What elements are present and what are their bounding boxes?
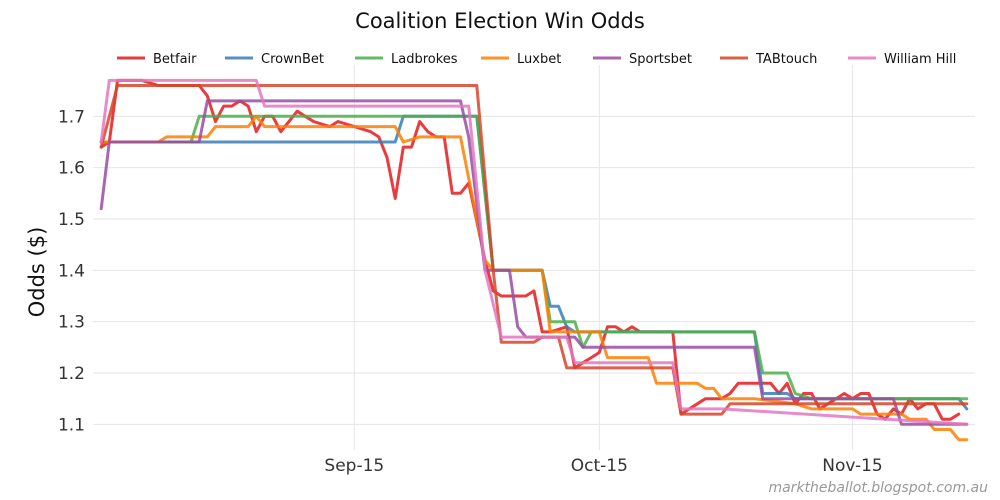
- y-tick-label: 1.2: [58, 364, 85, 384]
- legend-label: Betfair: [153, 52, 197, 67]
- x-tick-label: Nov-15: [822, 456, 883, 476]
- series-line-william-hill: [99, 78, 969, 426]
- series-group: [99, 78, 969, 442]
- chart-title: Coalition Election Win Odds: [355, 9, 645, 33]
- legend-label: Ladbrokes: [391, 52, 458, 67]
- series-line-sportsbet: [99, 99, 969, 426]
- grid: [93, 65, 975, 450]
- legend-label: CrownBet: [261, 52, 324, 67]
- legend-item-tabtouch: TABtouch: [720, 52, 817, 67]
- legend-item-sportsbet: Sportsbet: [593, 52, 692, 67]
- y-tick-label: 1.5: [58, 210, 85, 230]
- y-axis-label: Odds ($): [25, 227, 49, 318]
- series-line-luxbet: [99, 114, 969, 442]
- series-line-ladbrokes: [99, 114, 969, 401]
- legend-item-luxbet: Luxbet: [481, 52, 561, 67]
- legend-item-william-hill: William Hill: [848, 52, 956, 67]
- y-tick-label: 1.3: [58, 313, 85, 333]
- legend-item-ladbrokes: Ladbrokes: [355, 52, 458, 67]
- legend: Betfair CrownBet Ladbrokes Luxbet Sportsbet T…: [117, 52, 956, 67]
- x-tick-label: Sep-15: [324, 456, 384, 476]
- legend-label: William Hill: [884, 52, 956, 67]
- legend-label: Luxbet: [517, 52, 561, 67]
- series-line-tabtouch: [99, 84, 969, 416]
- legend-item-betfair: Betfair: [117, 52, 197, 67]
- y-tick-label: 1.7: [58, 107, 85, 127]
- x-tick-label: Oct-15: [571, 456, 628, 476]
- legend-label: Sportsbet: [629, 52, 692, 67]
- y-tick-label: 1.1: [58, 415, 85, 435]
- legend-label: TABtouch: [755, 52, 817, 67]
- series-line-betfair: [99, 78, 961, 421]
- x-axis: Sep-15 Oct-15 Nov-15: [324, 456, 882, 476]
- y-tick-label: 1.4: [58, 261, 85, 281]
- y-axis: 1.1 1.2 1.3 1.4 1.5 1.6 1.7: [58, 107, 85, 435]
- y-tick-label: 1.6: [58, 159, 85, 179]
- series-line-crownbet: [99, 114, 969, 411]
- legend-item-crownbet: CrownBet: [225, 52, 324, 67]
- watermark: marktheballot.blogspot.com.au: [768, 480, 988, 496]
